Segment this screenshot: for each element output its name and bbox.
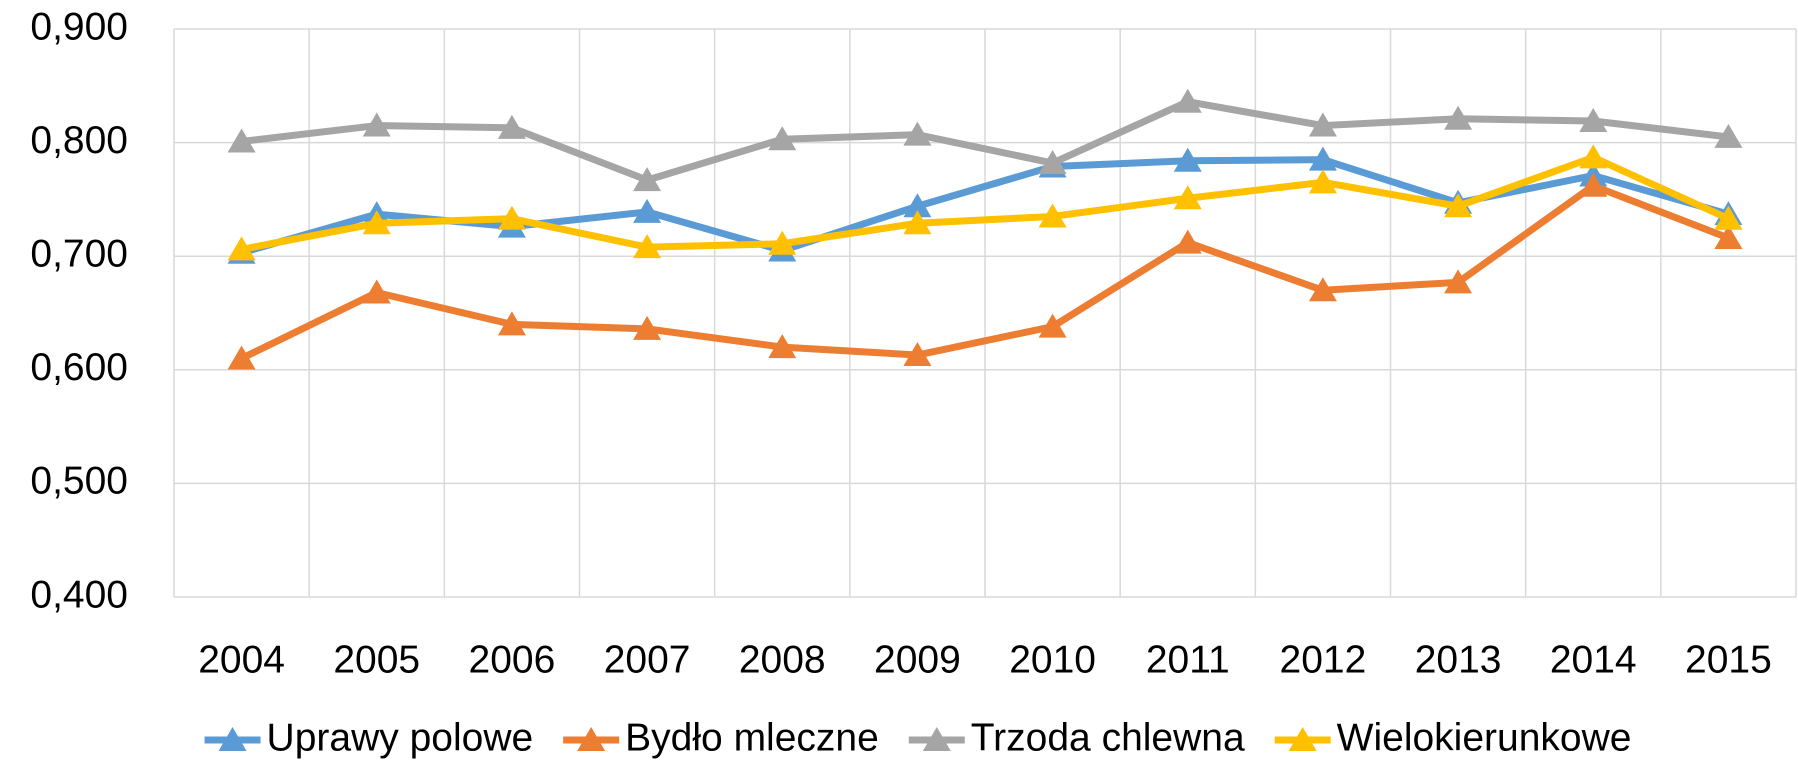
marker: [1038, 313, 1067, 338]
marker: [1173, 147, 1202, 172]
y-tick-label: 0,700: [30, 232, 128, 275]
x-tick-label: 2007: [604, 638, 691, 681]
marker: [1308, 277, 1337, 302]
marker: [1308, 146, 1337, 171]
legend-label: Bydło mleczne: [625, 716, 879, 759]
x-tick-label: 2005: [333, 638, 420, 681]
marker: [362, 210, 391, 235]
marker: [1308, 112, 1337, 137]
marker: [903, 342, 932, 367]
marker: [633, 167, 662, 192]
x-tick-label: 2014: [1550, 638, 1637, 681]
marker: [497, 114, 526, 139]
x-tick-label: 2008: [739, 638, 826, 681]
marker: [1714, 123, 1743, 148]
series-line: [240, 153, 1730, 253]
marker: [633, 198, 662, 223]
x-tick-label: 2010: [1009, 638, 1096, 681]
marker: [1308, 169, 1337, 194]
marker: [1038, 203, 1067, 228]
marker: [1714, 205, 1743, 230]
legend-label: Wielokierunkowe: [1337, 716, 1632, 759]
x-tick-label: 2009: [874, 638, 961, 681]
marker: [1173, 229, 1202, 254]
marker: [1579, 108, 1608, 133]
legend-label: Uprawy polowe: [267, 716, 534, 759]
marker: [1173, 185, 1202, 210]
legend-label: Trzoda chlewna: [971, 716, 1245, 759]
x-tick-label: 2013: [1415, 638, 1502, 681]
marker: [903, 121, 932, 146]
marker: [1714, 225, 1743, 250]
y-tick-label: 0,600: [30, 346, 128, 389]
marker: [1038, 150, 1067, 175]
marker: [497, 205, 526, 230]
marker: [903, 193, 932, 218]
marker: [768, 230, 797, 255]
marker: [497, 311, 526, 336]
marker: [1173, 88, 1202, 113]
x-tick-label: 2012: [1280, 638, 1367, 681]
marker: [1444, 193, 1473, 218]
y-tick-label: 0,500: [30, 460, 128, 503]
marker: [1579, 172, 1608, 197]
x-tick-label: 2015: [1685, 638, 1772, 681]
y-tick-label: 0,800: [30, 119, 128, 162]
marker: [227, 236, 256, 261]
y-tick-label: 0,400: [30, 573, 128, 616]
series-line: [241, 98, 1729, 184]
legend-marker: [218, 727, 247, 751]
x-tick-label: 2011: [1146, 638, 1230, 681]
marker: [633, 315, 662, 340]
marker: [227, 345, 256, 370]
marker: [1444, 269, 1473, 294]
legend-marker: [577, 727, 606, 751]
x-tick-label: 2006: [469, 638, 556, 681]
marker: [362, 279, 391, 304]
marker: [1579, 144, 1608, 169]
marker: [362, 112, 391, 137]
x-tick-label: 2004: [198, 638, 285, 681]
legend-marker: [922, 727, 951, 751]
marker: [768, 126, 797, 151]
marker: [768, 334, 797, 359]
y-tick-label: 0,900: [30, 5, 128, 48]
legend-marker: [1288, 727, 1317, 751]
marker: [1444, 105, 1473, 130]
marker: [903, 210, 932, 235]
marker: [633, 234, 662, 259]
series-line: [240, 182, 1730, 362]
marker: [227, 128, 256, 153]
